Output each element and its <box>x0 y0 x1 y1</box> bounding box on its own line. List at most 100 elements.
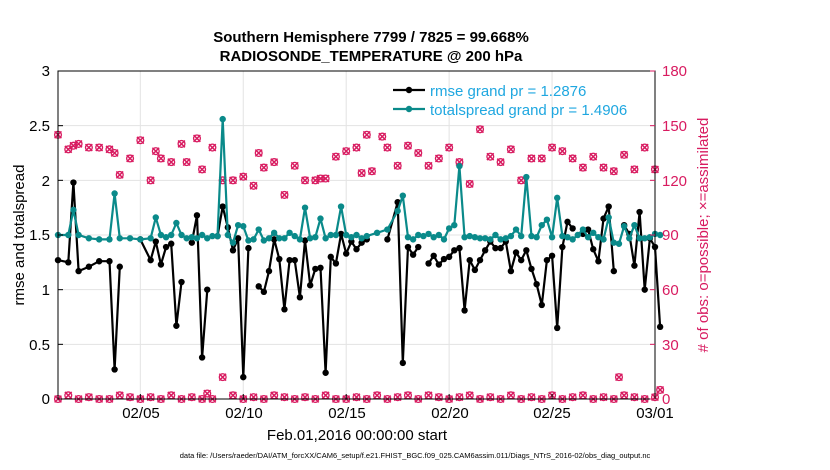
rmse-point <box>95 258 103 265</box>
assimilated-marker <box>599 393 608 402</box>
possible-marker <box>445 143 454 152</box>
rmse-point <box>337 230 345 238</box>
possible-marker <box>367 167 376 176</box>
totalspread-point <box>224 231 232 239</box>
assimilated-marker <box>630 393 639 402</box>
obs-count-point <box>486 393 495 402</box>
rmse-point <box>301 237 309 244</box>
obs-count-point <box>589 152 598 161</box>
assimilated-marker <box>342 147 351 156</box>
totalspread-point <box>322 235 329 242</box>
assimilated-marker <box>506 391 515 400</box>
possible-marker <box>630 165 639 174</box>
totalspread-point <box>605 214 612 221</box>
y-left-tick-label: 1 <box>42 282 50 299</box>
obs-count-point <box>151 147 160 156</box>
totalspread-point <box>497 236 504 243</box>
possible-marker <box>568 154 577 163</box>
obs-count-point <box>95 143 104 152</box>
totalspread-point <box>569 236 576 243</box>
totalspread-point <box>466 232 473 240</box>
obs-count-point <box>568 154 577 163</box>
assimilated-marker <box>620 150 629 159</box>
obs-count-point <box>599 163 608 172</box>
totalspread-point <box>517 232 525 240</box>
y-left-axis-label: rmse and totalspread <box>11 165 28 306</box>
assimilated-marker <box>146 176 155 185</box>
rmse-point <box>554 324 561 332</box>
rmse-point <box>152 238 159 245</box>
totalspread-point <box>641 235 648 242</box>
totalspread-point <box>435 231 443 239</box>
totalspread-point <box>286 229 293 237</box>
y-left-tick-label: 0 <box>42 391 50 408</box>
assimilated-marker <box>465 391 474 400</box>
totalspread-point <box>301 204 309 211</box>
totalspread-point <box>451 221 458 229</box>
x-tick-label: 03/01 <box>636 405 674 422</box>
possible-marker <box>136 136 145 145</box>
assimilated-marker <box>167 158 176 167</box>
assimilated-marker <box>321 391 330 400</box>
y-right-tick-label: 120 <box>662 173 687 190</box>
obs-count-point <box>506 391 515 400</box>
rmse-point <box>65 259 72 266</box>
possible-marker <box>342 147 351 156</box>
assimilated-marker <box>630 165 639 174</box>
totalspread-point <box>240 223 247 230</box>
totalspread-point <box>229 239 237 246</box>
x-axis-label: Feb.01,2016 00:00:00 start <box>267 427 448 444</box>
possible-marker <box>126 393 135 402</box>
possible-marker <box>486 152 495 161</box>
rmse-point <box>265 267 273 275</box>
assimilated-marker <box>656 385 665 394</box>
totalspread-point <box>116 235 123 242</box>
assimilated-marker <box>404 391 412 400</box>
possible-marker <box>84 393 93 402</box>
assimilated-marker <box>352 393 361 402</box>
possible-marker <box>475 125 485 134</box>
totalspread-point <box>440 236 448 243</box>
y-right-axis-label: # of obs: o=possible; ×=assimilated <box>695 118 712 353</box>
possible-marker <box>187 393 196 402</box>
y-right-tick-label: 60 <box>662 282 679 299</box>
possible-marker <box>208 143 217 152</box>
assimilated-marker <box>393 161 402 170</box>
possible-marker <box>331 152 340 161</box>
possible-marker <box>352 393 361 402</box>
totalspread-point <box>579 226 587 233</box>
assimilated-marker <box>486 152 495 161</box>
possible-marker <box>434 393 443 402</box>
totalspread-point <box>312 233 319 241</box>
assimilated-marker <box>84 143 93 152</box>
assimilated-marker <box>352 143 361 152</box>
obs-count-point <box>434 154 443 163</box>
obs-count-point <box>475 125 485 134</box>
possible-marker <box>630 393 639 402</box>
assimilated-marker <box>95 143 104 152</box>
possible-marker <box>167 158 176 167</box>
rmse-point <box>270 236 278 243</box>
possible-marker <box>126 154 135 163</box>
rmse-line <box>57 181 662 379</box>
rmse-point <box>188 239 196 246</box>
rmse-point <box>291 256 298 264</box>
assimilated-marker <box>239 172 248 181</box>
assimilated-marker <box>424 161 433 170</box>
rmse-point <box>605 203 612 210</box>
rmse-point <box>70 179 77 186</box>
rmse-point <box>343 250 350 257</box>
obs-count-point <box>548 143 557 152</box>
rmse-point <box>492 244 499 252</box>
rmse-point <box>332 260 340 267</box>
obs-count-point <box>486 152 495 161</box>
obs-count-point <box>254 148 263 158</box>
chart-title: Southern Hemisphere 7799 / 7825 = 99.668… <box>213 29 529 46</box>
obs-count-point <box>342 147 351 156</box>
x-tick-label: 02/25 <box>533 405 571 422</box>
rmse-point <box>168 240 175 247</box>
totalspread-point <box>456 162 463 170</box>
possible-marker <box>357 168 366 178</box>
totalspread-point <box>219 115 226 123</box>
possible-marker <box>599 393 608 402</box>
